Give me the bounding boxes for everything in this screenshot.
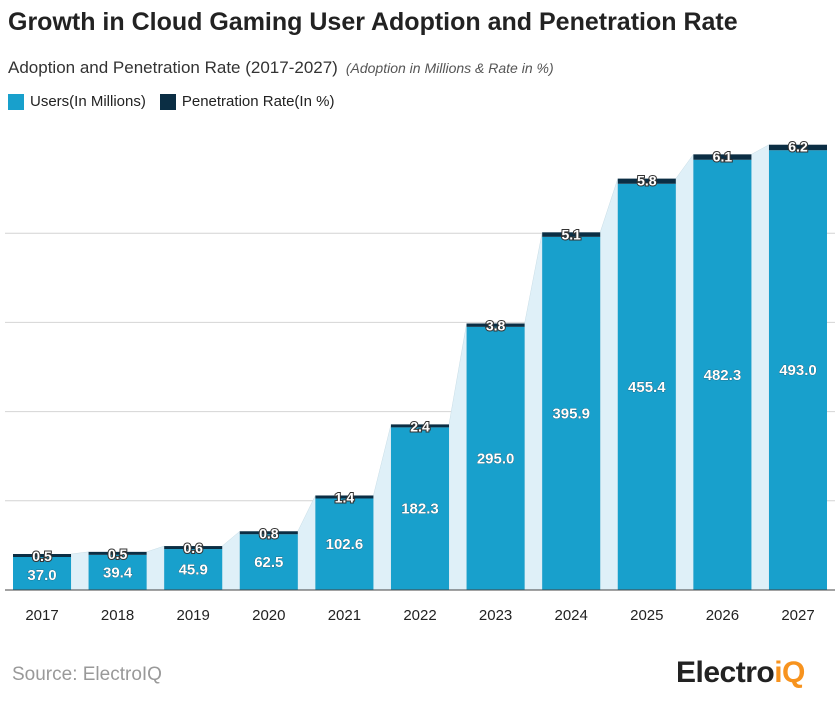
bar-users xyxy=(164,549,223,590)
users-value-label: 37.0 xyxy=(27,567,56,584)
connector-area xyxy=(599,178,619,591)
users-value-label: 102.6 xyxy=(326,536,364,553)
bar-users xyxy=(88,554,147,590)
penetration-value-label: 0.5 xyxy=(32,548,52,564)
users-value-label: 493.0 xyxy=(779,362,817,379)
x-tick-label: 2020 xyxy=(252,607,285,624)
penetration-value-label: 5.8 xyxy=(637,173,657,189)
users-value-label: 482.3 xyxy=(704,367,742,384)
penetration-value-label: 6.2 xyxy=(788,139,808,155)
users-value-label: 455.4 xyxy=(628,379,666,396)
connector-area xyxy=(448,323,467,591)
x-tick-label: 2024 xyxy=(555,607,588,624)
legend-swatch-penetration xyxy=(159,93,176,110)
x-tick-label: 2026 xyxy=(706,607,739,624)
users-value-label: 62.5 xyxy=(254,554,283,571)
x-tick-label: 2018 xyxy=(101,607,134,624)
users-value-label: 395.9 xyxy=(552,405,590,422)
legend-swatch-users xyxy=(8,93,24,110)
x-tick-label: 2022 xyxy=(403,607,436,624)
penetration-value-label: 0.8 xyxy=(259,525,279,541)
users-value-label: 39.4 xyxy=(103,564,133,581)
bar-penetration xyxy=(239,531,298,535)
legend: Users(In Millions) Penetration Rate(In %… xyxy=(8,93,334,110)
bar-users xyxy=(542,236,601,591)
legend-label: Users(In Millions) xyxy=(30,93,146,110)
x-tick-label: 2023 xyxy=(479,607,512,624)
penetration-value-label: 0.6 xyxy=(183,540,203,556)
legend-item-penetration: Penetration Rate(In %) xyxy=(159,93,335,110)
penetration-value-label: 0.5 xyxy=(108,546,128,562)
penetration-value-label: 6.1 xyxy=(713,148,733,164)
chart-subtitle: Adoption and Penetration Rate (2017-2027… xyxy=(8,58,554,78)
x-tick-label: 2027 xyxy=(781,607,814,624)
users-value-label: 295.0 xyxy=(477,450,515,467)
x-tick-label: 2017 xyxy=(25,607,58,624)
bar-penetration xyxy=(769,144,827,151)
source-text: Source: ElectroIQ xyxy=(12,664,162,685)
connector-area xyxy=(146,545,165,591)
bar-users xyxy=(693,159,752,591)
chart-note: (Adoption in Millions & Rate in %) xyxy=(345,60,554,76)
bar-penetration xyxy=(315,495,374,499)
legend-label: Penetration Rate(In %) xyxy=(181,93,335,110)
bar-penetration xyxy=(164,546,223,550)
connector-area xyxy=(524,232,543,591)
bar-penetration xyxy=(617,178,676,184)
subtitle-text: Adoption and Penetration Rate (2017-2027… xyxy=(8,58,338,77)
connector-area xyxy=(373,424,392,591)
connector-area xyxy=(70,551,89,591)
bar-penetration xyxy=(88,551,147,555)
bar-penetration xyxy=(466,323,525,327)
bar-users xyxy=(391,427,449,590)
bar-penetration xyxy=(13,553,71,557)
bar-penetration xyxy=(693,154,752,160)
connector-area xyxy=(297,495,316,591)
bar-users xyxy=(769,150,827,590)
legend-item-users: Users(In Millions) xyxy=(8,93,146,110)
x-tick-label: 2019 xyxy=(177,607,210,624)
bar-users xyxy=(315,498,374,590)
bar-penetration xyxy=(391,424,449,428)
connector-area xyxy=(751,144,770,591)
penetration-value-label: 3.8 xyxy=(486,317,506,333)
bar-users xyxy=(239,534,298,590)
logo-accent: iQ xyxy=(774,656,805,689)
penetration-value-label: 1.4 xyxy=(335,489,355,505)
bar-penetration xyxy=(542,232,601,237)
bar-users xyxy=(617,183,676,590)
x-tick-label: 2021 xyxy=(328,607,361,624)
penetration-value-label: 2.4 xyxy=(410,418,430,434)
users-value-label: 182.3 xyxy=(401,501,439,518)
electroiq-logo: ElectroiQ xyxy=(676,656,805,690)
penetration-value-label: 5.1 xyxy=(561,226,581,242)
logo-main: Electro xyxy=(676,656,775,689)
bar-users xyxy=(466,326,525,590)
connector-area xyxy=(675,153,694,591)
x-tick-label: 2025 xyxy=(630,607,663,624)
bar-users xyxy=(13,556,71,590)
connector-area xyxy=(221,530,241,591)
users-value-label: 45.9 xyxy=(179,562,208,579)
chart-title: Growth in Cloud Gaming User Adoption and… xyxy=(8,8,738,36)
